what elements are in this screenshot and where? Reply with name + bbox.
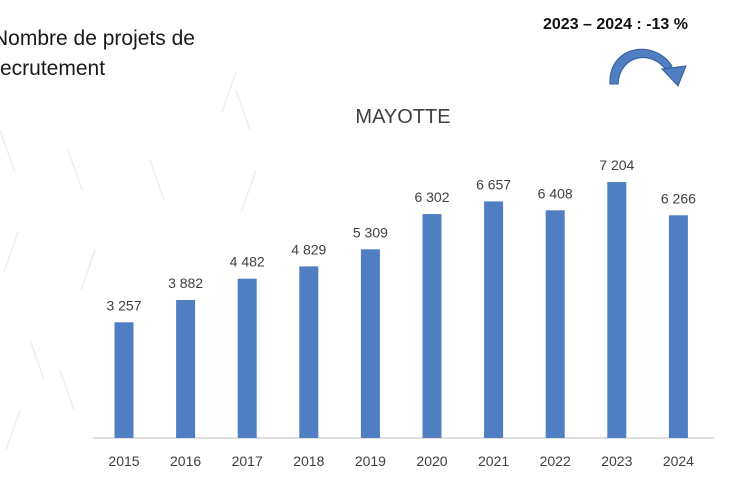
data-label-2015: 3 257 <box>106 297 141 313</box>
variation-label: 2023 – 2024 : -13 % <box>543 16 688 33</box>
data-label-2022: 6 408 <box>538 185 573 201</box>
bar-2023 <box>607 182 627 438</box>
bar-2017 <box>237 278 257 438</box>
bar-2015 <box>114 322 134 438</box>
x-tick-labels: 2015 2016 2017 2018 2019 2020 2021 2022 2023 2024 <box>108 453 694 469</box>
bar-2019 <box>360 249 380 438</box>
x-tick-2024: 2024 <box>663 453 694 469</box>
curved-arrow-icon <box>609 48 687 87</box>
x-tick-2019: 2019 <box>355 453 386 469</box>
chart-title: MAYOTTE <box>355 106 450 128</box>
data-label-2017: 4 482 <box>230 254 265 270</box>
x-tick-2017: 2017 <box>232 453 263 469</box>
bar-2022 <box>545 210 565 438</box>
x-tick-2023: 2023 <box>601 453 632 469</box>
x-tick-2018: 2018 <box>293 453 324 469</box>
bar-2018 <box>299 266 319 438</box>
x-tick-2016: 2016 <box>170 453 201 469</box>
data-labels: 3 257 3 882 4 482 4 829 5 309 6 302 6 657 6 408… <box>106 157 696 313</box>
bar-2016 <box>176 300 196 438</box>
x-tick-2022: 2022 <box>540 453 571 469</box>
data-label-2021: 6 657 <box>476 176 511 192</box>
data-label-2024: 6 266 <box>661 190 696 206</box>
bars <box>114 182 688 438</box>
data-label-2016: 3 882 <box>168 275 203 291</box>
data-label-2020: 6 302 <box>414 189 449 205</box>
bar-2024 <box>668 215 688 438</box>
x-tick-2015: 2015 <box>108 453 139 469</box>
bar-2021 <box>484 201 504 438</box>
x-tick-2020: 2020 <box>416 453 447 469</box>
data-label-2018: 4 829 <box>291 241 326 257</box>
slide-title: Nombre de projets de recrutement <box>0 27 195 80</box>
data-label-2023: 7 204 <box>599 157 634 173</box>
x-tick-2021: 2021 <box>478 453 509 469</box>
bar-2020 <box>422 214 442 438</box>
data-label-2019: 5 309 <box>353 224 388 240</box>
